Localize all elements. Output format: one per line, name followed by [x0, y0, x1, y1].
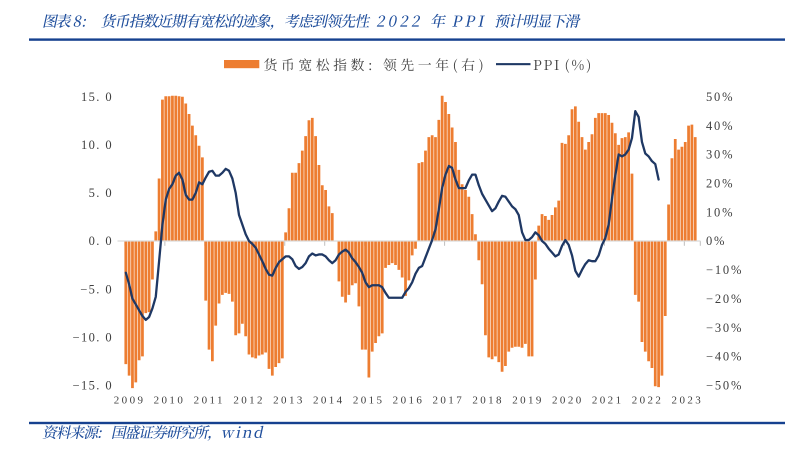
svg-text:0. 0: 0. 0 [89, 234, 113, 248]
svg-text:2015: 2015 [353, 395, 385, 407]
svg-text:2014: 2014 [313, 395, 345, 407]
svg-text:5. 0: 5. 0 [89, 186, 113, 200]
svg-text:2017: 2017 [433, 395, 465, 407]
svg-text:10%: 10% [706, 205, 734, 219]
svg-text:−20%: −20% [706, 292, 743, 306]
svg-text:−15. 0: −15. 0 [73, 379, 113, 393]
svg-text:−10%: −10% [706, 263, 743, 277]
svg-text:−10. 0: −10. 0 [73, 330, 113, 344]
svg-text:10. 0: 10. 0 [81, 138, 113, 152]
svg-text:2010: 2010 [154, 395, 186, 407]
svg-text:30%: 30% [706, 148, 734, 162]
svg-text:2023: 2023 [672, 395, 704, 407]
svg-text:2013: 2013 [273, 395, 305, 407]
svg-text:−50%: −50% [706, 379, 743, 393]
svg-text:−30%: −30% [706, 321, 743, 335]
svg-text:2020: 2020 [552, 395, 584, 407]
svg-text:2012: 2012 [233, 395, 265, 407]
svg-text:50%: 50% [706, 90, 734, 104]
svg-text:2009: 2009 [114, 395, 146, 407]
svg-text:−40%: −40% [706, 350, 743, 364]
svg-text:0%: 0% [706, 234, 726, 248]
svg-text:2011: 2011 [194, 395, 225, 407]
svg-text:2019: 2019 [512, 395, 544, 407]
svg-text:−5. 0: −5. 0 [80, 282, 113, 296]
svg-text:15. 0: 15. 0 [81, 90, 113, 104]
svg-text:2018: 2018 [472, 395, 504, 407]
svg-text:40%: 40% [706, 119, 734, 133]
svg-text:2021: 2021 [592, 395, 624, 407]
svg-text:20%: 20% [706, 176, 734, 190]
svg-text:2022: 2022 [632, 395, 664, 407]
svg-text:2016: 2016 [393, 395, 425, 407]
